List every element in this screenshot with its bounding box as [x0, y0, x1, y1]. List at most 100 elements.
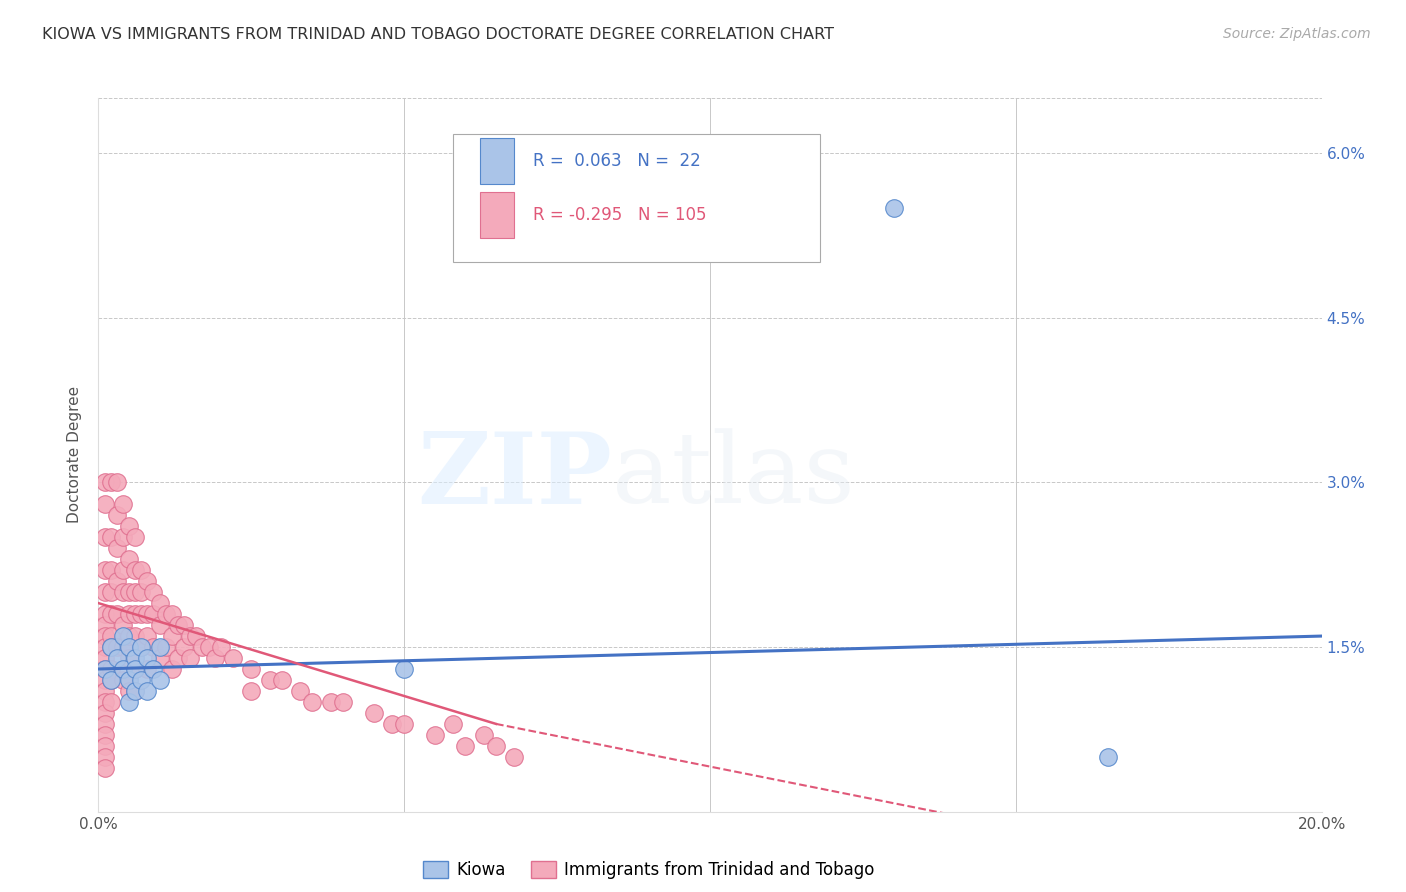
- Point: [93, 749, 115, 764]
- Point: [142, 640, 165, 654]
- Point: [100, 563, 122, 577]
- Point: [118, 519, 141, 533]
- Point: [173, 618, 195, 632]
- Point: [111, 629, 134, 643]
- Point: [186, 629, 208, 643]
- Point: [111, 530, 134, 544]
- Point: [167, 618, 190, 632]
- Point: [129, 607, 152, 621]
- Text: R = -0.295   N = 105: R = -0.295 N = 105: [533, 206, 706, 224]
- Point: [301, 695, 323, 709]
- Point: [129, 673, 152, 687]
- Point: [136, 607, 159, 621]
- Point: [124, 684, 146, 698]
- Point: [118, 640, 141, 654]
- Point: [93, 640, 115, 654]
- Point: [111, 618, 134, 632]
- FancyBboxPatch shape: [453, 134, 820, 262]
- Point: [93, 684, 115, 698]
- Point: [485, 739, 508, 753]
- Point: [118, 607, 141, 621]
- Point: [93, 497, 115, 511]
- Point: [105, 475, 128, 490]
- Point: [129, 640, 152, 654]
- Point: [93, 530, 115, 544]
- Point: [160, 662, 183, 676]
- Point: [423, 728, 446, 742]
- Point: [118, 673, 141, 687]
- Point: [111, 673, 134, 687]
- Point: [105, 607, 128, 621]
- Point: [160, 607, 183, 621]
- Point: [270, 673, 292, 687]
- Point: [503, 749, 526, 764]
- Point: [124, 662, 146, 676]
- Point: [1097, 749, 1119, 764]
- Point: [149, 596, 172, 610]
- Point: [240, 684, 263, 698]
- Point: [173, 640, 195, 654]
- Point: [100, 530, 122, 544]
- Point: [93, 651, 115, 665]
- Point: [111, 640, 134, 654]
- Point: [883, 201, 905, 215]
- Point: [124, 607, 146, 621]
- Point: [136, 651, 159, 665]
- Point: [129, 585, 152, 599]
- Point: [111, 563, 134, 577]
- Point: [93, 695, 115, 709]
- Point: [392, 717, 416, 731]
- Point: [93, 607, 115, 621]
- Point: [155, 640, 177, 654]
- Text: Source: ZipAtlas.com: Source: ZipAtlas.com: [1223, 27, 1371, 41]
- Point: [100, 629, 122, 643]
- Point: [93, 739, 115, 753]
- Text: ZIP: ZIP: [418, 428, 612, 524]
- Point: [149, 640, 172, 654]
- Text: KIOWA VS IMMIGRANTS FROM TRINIDAD AND TOBAGO DOCTORATE DEGREE CORRELATION CHART: KIOWA VS IMMIGRANTS FROM TRINIDAD AND TO…: [42, 27, 834, 42]
- Point: [93, 728, 115, 742]
- Point: [93, 475, 115, 490]
- FancyBboxPatch shape: [479, 138, 515, 185]
- Point: [100, 475, 122, 490]
- Point: [222, 651, 245, 665]
- Point: [124, 585, 146, 599]
- Point: [111, 662, 134, 676]
- Point: [105, 541, 128, 556]
- Point: [160, 629, 183, 643]
- Point: [93, 662, 115, 676]
- Point: [179, 651, 201, 665]
- Point: [454, 739, 477, 753]
- Point: [124, 629, 146, 643]
- FancyBboxPatch shape: [479, 192, 515, 238]
- Point: [179, 629, 201, 643]
- Point: [93, 618, 115, 632]
- Point: [142, 607, 165, 621]
- Point: [100, 640, 122, 654]
- Point: [259, 673, 281, 687]
- Point: [381, 717, 404, 731]
- Point: [332, 695, 354, 709]
- Legend: Kiowa, Immigrants from Trinidad and Tobago: Kiowa, Immigrants from Trinidad and Toba…: [416, 854, 882, 886]
- Point: [142, 585, 165, 599]
- Point: [129, 640, 152, 654]
- Point: [93, 629, 115, 643]
- Point: [124, 662, 146, 676]
- Point: [118, 585, 141, 599]
- Point: [149, 618, 172, 632]
- Point: [93, 662, 115, 676]
- Point: [93, 563, 115, 577]
- Point: [100, 695, 122, 709]
- Point: [100, 662, 122, 676]
- Point: [191, 640, 214, 654]
- Point: [100, 607, 122, 621]
- Point: [93, 585, 115, 599]
- Point: [100, 585, 122, 599]
- Point: [124, 684, 146, 698]
- Point: [105, 651, 128, 665]
- Point: [136, 684, 159, 698]
- Point: [118, 629, 141, 643]
- Point: [197, 640, 219, 654]
- Point: [93, 717, 115, 731]
- Point: [290, 684, 312, 698]
